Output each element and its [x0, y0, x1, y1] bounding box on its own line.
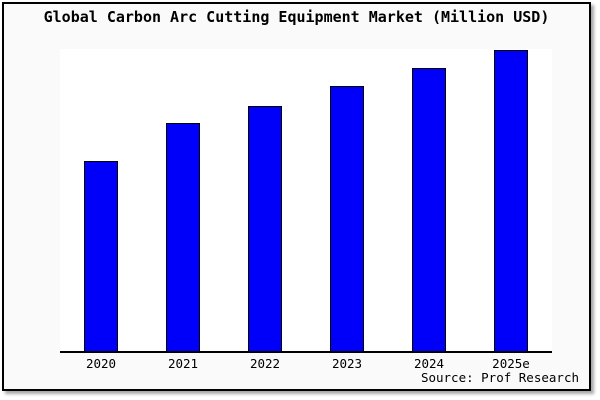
chart-title: Global Carbon Arc Cutting Equipment Mark… [43, 8, 550, 26]
bar-2025e [494, 50, 528, 351]
x-tick-label-2020: 2020 [85, 356, 117, 371]
x-tick-label-2023: 2023 [331, 356, 363, 371]
x-tick-label-2024: 2024 [413, 356, 445, 371]
x-tick-label-2022: 2022 [249, 356, 281, 371]
plot-area [60, 49, 552, 353]
chart-panel: Global Carbon Arc Cutting Equipment Mark… [2, 2, 591, 391]
bar-2024 [412, 68, 446, 351]
x-tick-label-2021: 2021 [167, 356, 199, 371]
bar-2023 [330, 86, 364, 351]
x-tick-label-2025e: 2025e [492, 356, 530, 371]
bar-2022 [248, 106, 282, 351]
bar-2021 [166, 123, 200, 351]
bar-2020 [84, 161, 118, 351]
source-note: Source: Prof Research [420, 370, 579, 385]
